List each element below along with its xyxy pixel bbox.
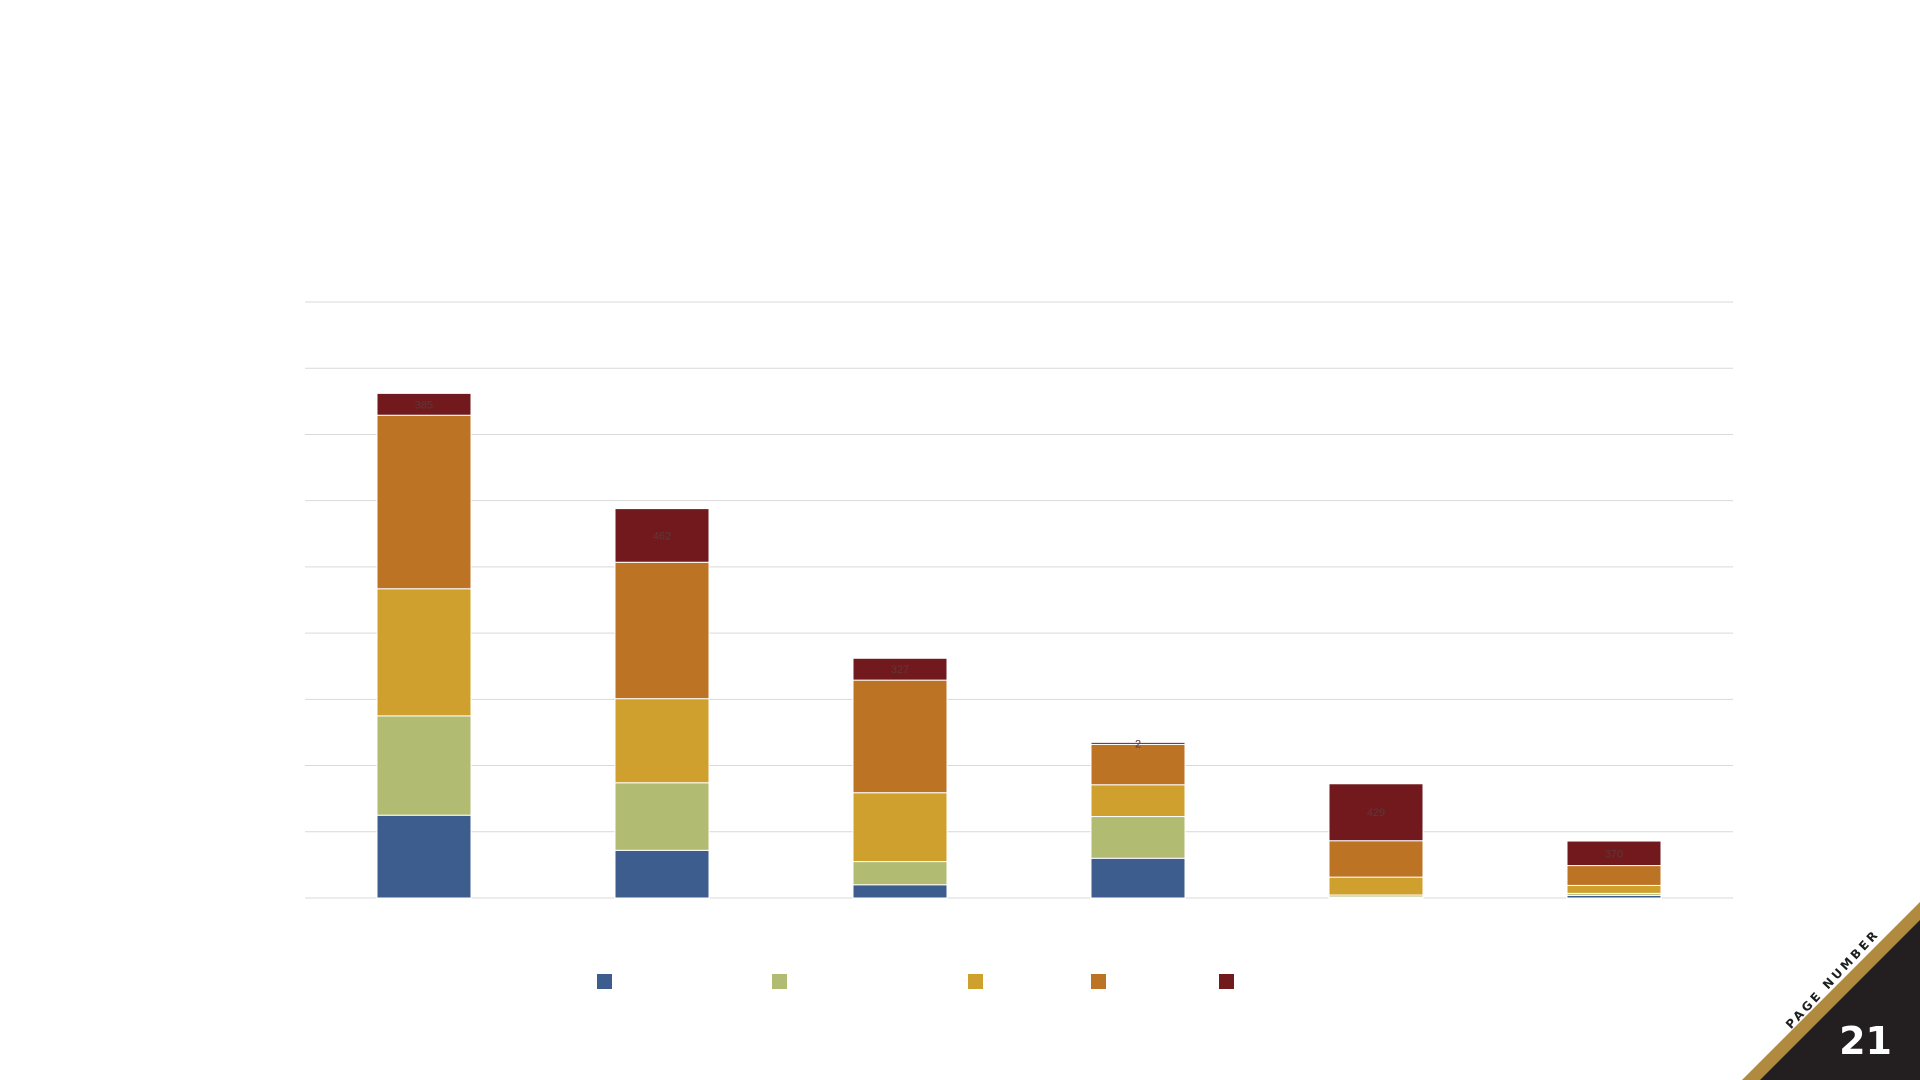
bar-segment: [1090, 857, 1186, 899]
bar-segment: [1328, 840, 1424, 878]
badge-dark-corner: [1760, 920, 1920, 1080]
bar-segment: [852, 679, 948, 794]
bar-segment: [1566, 840, 1662, 867]
legend-marker: [1091, 974, 1106, 989]
page-number: 21: [1839, 1019, 1892, 1063]
bar-segment: [1090, 816, 1186, 859]
legend-marker: [968, 974, 983, 989]
bar-segment: [376, 715, 472, 816]
bar-segment: [1328, 783, 1424, 842]
bar-stack: 2: [1090, 738, 1186, 899]
bar-stack: 327: [852, 657, 948, 899]
data-label: 462: [653, 530, 671, 542]
bar-segment: [1566, 865, 1662, 886]
bar-segment: [614, 508, 710, 563]
bar-segment: [614, 849, 710, 899]
data-label: 429: [1367, 807, 1385, 819]
legend-marker: [772, 974, 787, 989]
bar-segment: [376, 814, 472, 899]
data-label: 385: [415, 399, 433, 411]
bar-segment: [1328, 876, 1424, 896]
bar-segment: [852, 792, 948, 863]
page-badge: [1742, 902, 1920, 1080]
bar-stack: 462: [614, 508, 710, 899]
bar-stack: 429: [1328, 783, 1424, 899]
bar-segment: [376, 414, 472, 590]
data-label: 2: [1135, 738, 1141, 750]
bar-segment: [1090, 743, 1186, 786]
bar-segment: [376, 588, 472, 717]
bar-segment: [852, 657, 948, 681]
bar-segment: [852, 861, 948, 886]
data-label: 370: [1605, 848, 1623, 860]
bar-segment: [614, 561, 710, 700]
gridlines: [305, 301, 1733, 899]
legend-marker: [1219, 974, 1234, 989]
bar-stack: 385: [376, 392, 472, 899]
bars: 385 462 327 2 429 370: [376, 392, 1662, 899]
bar-stack: 370: [1566, 840, 1662, 899]
bar-segment: [1566, 884, 1662, 894]
data-label: 327: [891, 664, 909, 676]
bar-segment: [376, 392, 472, 416]
legend: [597, 974, 1234, 989]
legend-marker: [597, 974, 612, 989]
bar-segment: [1090, 784, 1186, 818]
bar-segment: [614, 782, 710, 851]
bar-segment: [852, 884, 948, 899]
bar-segment: [614, 698, 710, 784]
bar-segment: [1090, 741, 1186, 745]
